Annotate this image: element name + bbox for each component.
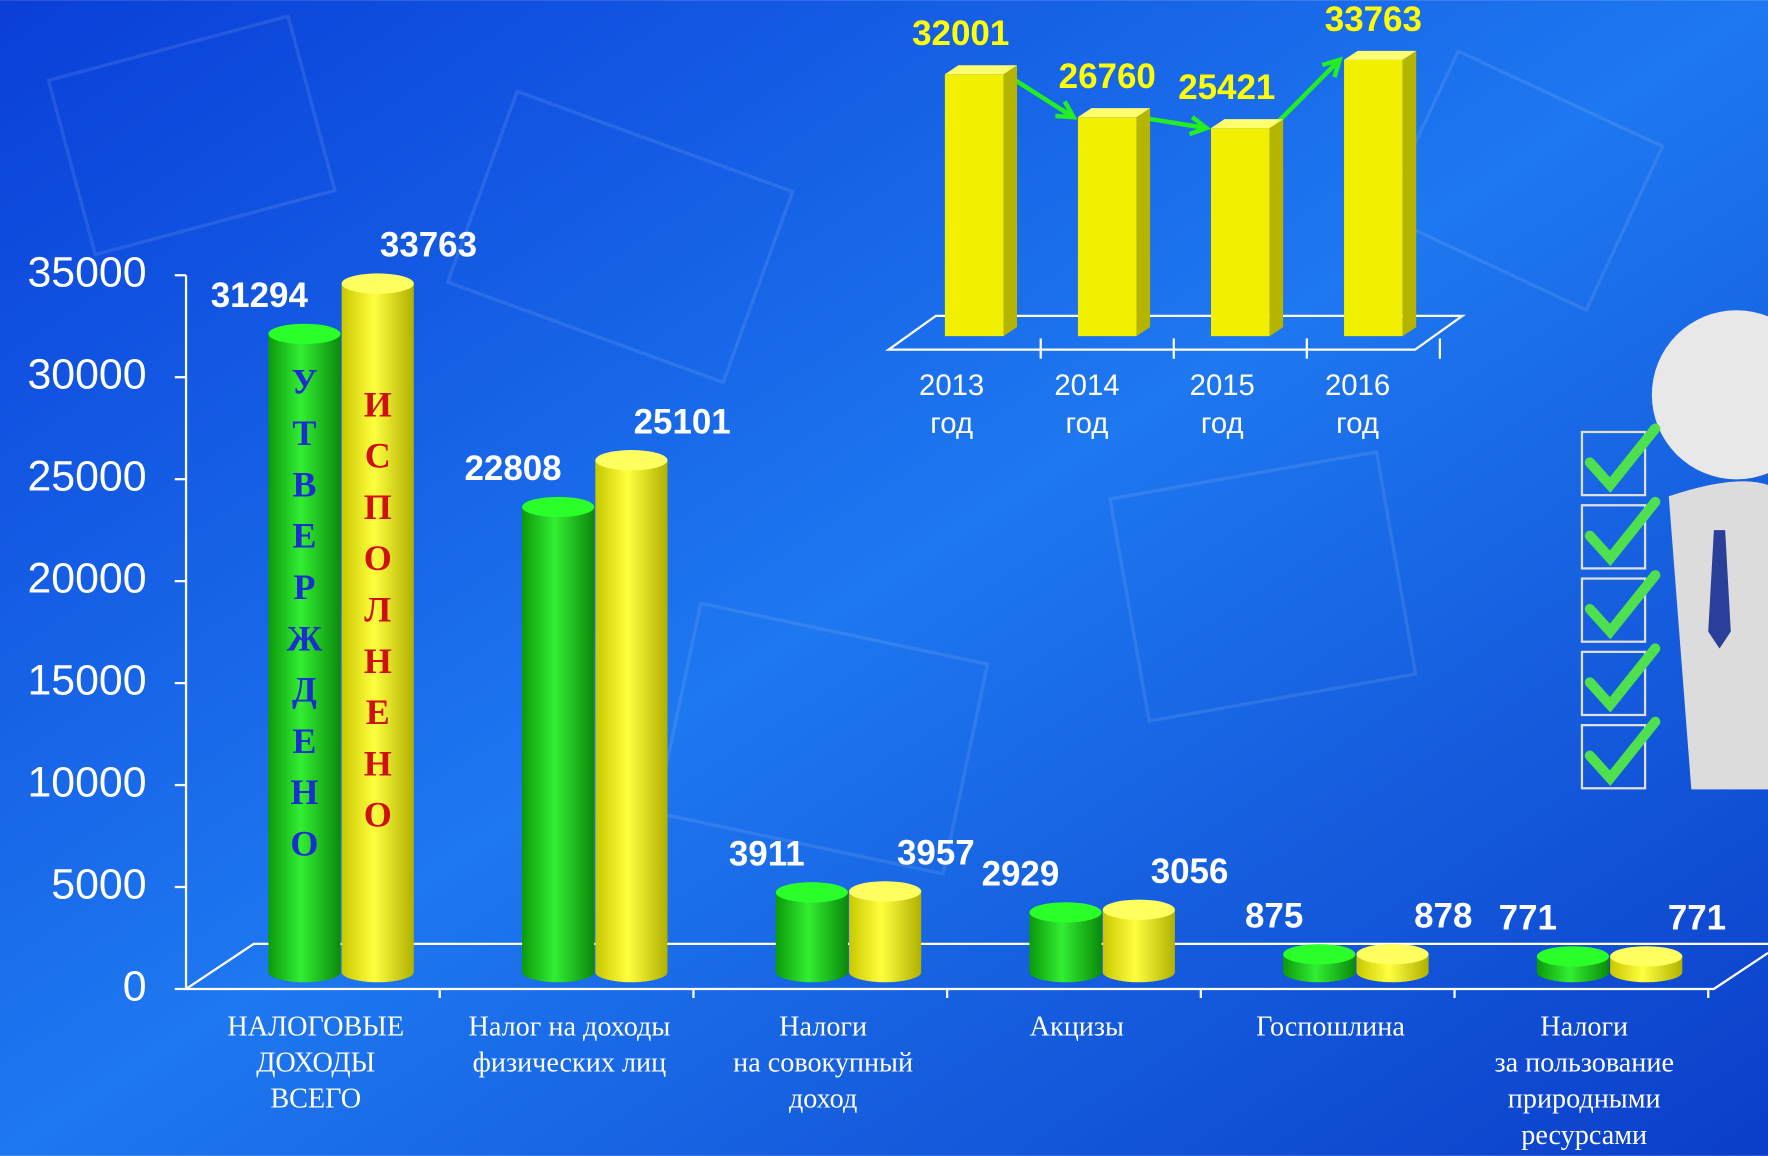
bar — [1210, 128, 1270, 337]
bar-cap — [849, 881, 922, 902]
trend-arrow — [1270, 58, 1342, 130]
bar — [522, 506, 595, 973]
value-label: 33763 — [380, 226, 477, 265]
arrow-head — [1055, 100, 1078, 120]
bar — [595, 460, 668, 973]
value-label: 25101 — [634, 402, 731, 441]
bar-bottom — [1356, 961, 1429, 983]
bar-side — [1402, 50, 1417, 337]
x-tick-label: Налоги за пользование природными ресурсами — [1494, 1012, 1674, 1151]
y-tick-label: 20000 — [27, 554, 146, 602]
y-tick-label: 25000 — [27, 452, 146, 500]
value-label: 878 — [1414, 896, 1472, 935]
bar-top — [1344, 50, 1417, 60]
x-tick-label: Налоги на совокупный доход — [733, 1012, 913, 1115]
bar-cap — [268, 323, 341, 345]
bar-cap — [1536, 946, 1610, 967]
main-floor — [184, 275, 1768, 991]
x-tick-label: Налог на доходы физических лиц — [469, 1012, 671, 1079]
bar-bottom — [341, 961, 414, 983]
bar-side — [1003, 65, 1018, 337]
bar-top — [1077, 108, 1151, 118]
bar — [775, 892, 848, 973]
bar — [1102, 909, 1175, 973]
bar — [1344, 59, 1403, 337]
bar-bottom — [595, 961, 668, 983]
value-label: 22808 — [464, 449, 561, 488]
value-label: 31294 — [211, 276, 309, 315]
arrow-head — [1321, 56, 1343, 78]
x-tick-label: 2016 год — [1325, 369, 1390, 440]
bar-top — [1210, 119, 1284, 129]
x-tick-label: Госпошлина — [1256, 1012, 1405, 1043]
bar-bottom — [1029, 961, 1102, 983]
y-tick-label: 15000 — [27, 656, 146, 704]
x-tick-label: 2014 год — [1054, 369, 1119, 440]
y-tick-label: 0 — [123, 962, 147, 1010]
bar — [1077, 117, 1137, 337]
value-label: 3957 — [897, 834, 975, 873]
bar-cap — [1283, 944, 1356, 965]
value-label: 3911 — [729, 834, 805, 873]
value-label: 2929 — [982, 855, 1060, 894]
value-label: 25421 — [1178, 68, 1275, 107]
bar-side — [1136, 108, 1151, 337]
bar-bottom — [1102, 961, 1175, 983]
bar-bottom — [1536, 961, 1610, 983]
y-tick-label: 5000 — [51, 860, 146, 908]
bar-bottom — [1610, 961, 1683, 983]
bar — [849, 891, 922, 973]
bar-cap — [1102, 899, 1175, 920]
bar-side — [1269, 119, 1284, 337]
bar-top — [944, 65, 1018, 75]
value-label: 771 — [1499, 899, 1557, 938]
bar-bottom — [1283, 961, 1356, 983]
y-tick-label: 10000 — [27, 758, 146, 806]
bar-cap — [775, 882, 848, 903]
bar-cap — [1356, 944, 1429, 965]
bar — [944, 74, 1004, 337]
x-tick-label: 2013 год — [919, 369, 984, 440]
inset-floor — [884, 314, 1466, 351]
bar-bottom — [849, 961, 922, 983]
value-label: 26760 — [1059, 57, 1156, 96]
bar-cap — [1029, 902, 1102, 923]
y-tick-label: 35000 — [27, 249, 146, 297]
bar-bottom — [522, 961, 595, 983]
y-tick-label: 30000 — [27, 351, 146, 399]
x-tick-label: Акцизы — [1030, 1012, 1124, 1043]
bar-bottom — [775, 961, 848, 983]
background-pattern — [46, 14, 1665, 876]
value-label: 771 — [1668, 899, 1726, 938]
bar — [341, 283, 414, 973]
bar-cap — [1610, 946, 1683, 967]
bar — [268, 333, 341, 973]
x-tick-label: 2015 год — [1190, 369, 1255, 440]
bar-cap — [522, 496, 595, 518]
bar-cap — [341, 273, 414, 294]
bar-cap — [595, 450, 668, 471]
value-label: 33763 — [1325, 0, 1422, 39]
value-label: 3056 — [1151, 852, 1229, 891]
arrow-head — [1188, 115, 1212, 137]
figure-illustration — [1580, 310, 1768, 790]
bar-bottom — [268, 961, 341, 983]
x-tick-label: НАЛОГОВЫЕ ДОХОДЫ ВСЕГО — [227, 1012, 404, 1115]
value-label: 875 — [1245, 896, 1303, 935]
value-label: 32001 — [912, 14, 1009, 53]
